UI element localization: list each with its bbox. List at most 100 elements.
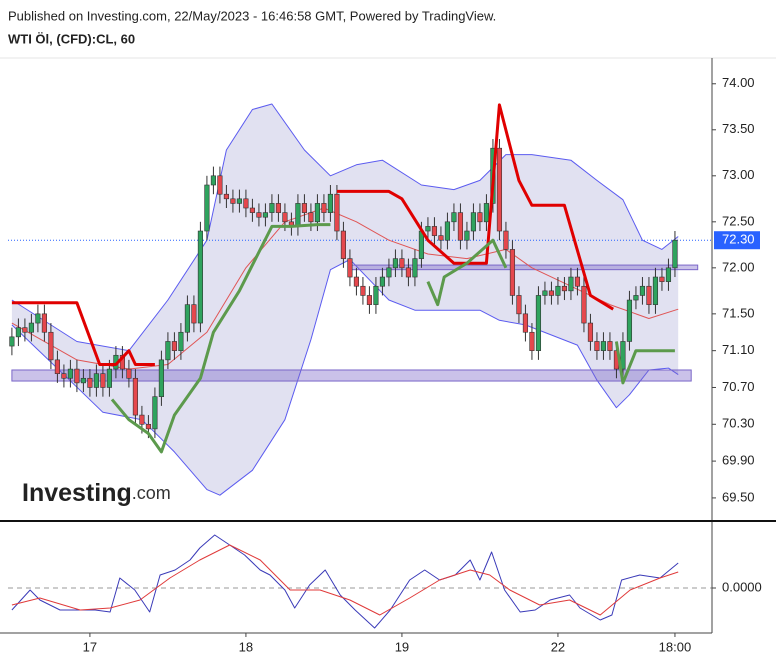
candle-body (15, 327, 21, 338)
candle-body (496, 147, 503, 232)
last-price-label: 72.30 (722, 232, 755, 247)
candle-body (353, 276, 359, 287)
candle-body (126, 368, 132, 379)
x-tick-label: 18 (239, 639, 253, 654)
candle-body (516, 295, 522, 315)
candle-body (275, 203, 281, 213)
candle-body (165, 341, 171, 361)
candle-body (340, 230, 346, 259)
band-fill (11, 104, 679, 496)
y-tick-label: 71.10 (722, 342, 755, 357)
candle-body (191, 304, 197, 324)
candle-body (574, 276, 581, 287)
candle-body (74, 368, 80, 384)
candle-body (535, 295, 542, 351)
candle-body (48, 331, 54, 361)
candle-body (646, 285, 652, 305)
candle-body (262, 212, 268, 218)
symbol-title: WTI Öl, (CFD):CL, 60 (8, 31, 135, 46)
candle-body (28, 322, 34, 333)
candle-body (366, 295, 373, 305)
candle-body (100, 373, 106, 388)
candle-body (236, 198, 242, 204)
candle-body (607, 341, 613, 351)
candle-body (542, 290, 548, 296)
y-tick-label: 69.90 (722, 453, 755, 468)
candle-body (347, 258, 353, 278)
candle-body (139, 414, 145, 425)
candle-body (106, 368, 112, 388)
published-note: Published on Investing.com, 22/May/2023 … (8, 8, 496, 23)
candle-body (470, 212, 477, 232)
candle-body (87, 377, 93, 388)
candle-body (360, 285, 366, 296)
y-tick-label: 0.0000 (722, 579, 762, 594)
candle-body (457, 212, 464, 241)
oscillator-line (11, 544, 679, 616)
candle-body (327, 193, 333, 213)
candle-body (249, 207, 255, 213)
candle-body (639, 285, 646, 296)
y-tick-label: 69.50 (722, 489, 755, 504)
candle-body (600, 341, 607, 351)
candle-body (204, 184, 210, 232)
candle-body (67, 368, 73, 379)
candle-body (223, 193, 229, 200)
candle-body (451, 212, 457, 223)
candle-body (54, 359, 60, 374)
candle-body (477, 212, 483, 223)
y-tick-label: 72.00 (722, 259, 755, 274)
candle-body (464, 230, 470, 241)
candle-body (594, 341, 600, 351)
candle-body (425, 226, 431, 232)
candle-body (620, 341, 626, 370)
y-tick-label: 70.70 (722, 379, 755, 394)
y-tick-label: 73.50 (722, 121, 755, 136)
candle-body (568, 276, 574, 292)
logo-text: Investing (22, 479, 132, 507)
candle-body (555, 285, 561, 296)
candle-body (93, 373, 99, 388)
candle-body (548, 290, 555, 296)
candle-body (444, 221, 451, 241)
candle-body (178, 331, 184, 351)
candle-body (171, 341, 177, 351)
candle-body (529, 331, 535, 351)
y-tick-label: 71.50 (722, 305, 755, 320)
y-tick-label: 73.00 (722, 167, 755, 182)
oscillator-line (11, 534, 679, 629)
trend-line (110, 223, 675, 454)
candle-body (308, 212, 314, 223)
candle-body (587, 322, 594, 342)
candle-body (269, 203, 275, 213)
candle-body (379, 276, 386, 287)
candle-body (61, 373, 67, 379)
trend-line (11, 103, 614, 366)
x-tick-label: 18:00 (659, 639, 692, 654)
y-tick-label: 72.50 (722, 213, 755, 228)
y-tick-label: 70.30 (722, 416, 755, 431)
candle-body (509, 249, 516, 296)
candle-body (581, 285, 587, 324)
candle-body (184, 304, 190, 333)
candle-body (503, 230, 509, 250)
candle-body (282, 212, 288, 223)
candle-body (561, 285, 568, 292)
candle-body (438, 235, 444, 241)
candle-body (522, 313, 529, 333)
candle-body (197, 230, 203, 324)
candle-body (35, 313, 41, 324)
candle-body (659, 276, 665, 282)
plot: 74.00 73.50 73.00 72.50 72.00 71.50 71.10 70.70… (8, 75, 762, 654)
band-lower (11, 259, 679, 496)
band-upper (11, 103, 679, 352)
candle-body (314, 203, 320, 223)
logo: Investing.com (22, 479, 171, 507)
candle-body (633, 295, 639, 301)
candle-body (295, 203, 301, 227)
x-tick-label: 19 (395, 639, 409, 654)
candle-body (321, 203, 327, 213)
candle-body (399, 258, 405, 269)
candle-body (9, 336, 15, 347)
